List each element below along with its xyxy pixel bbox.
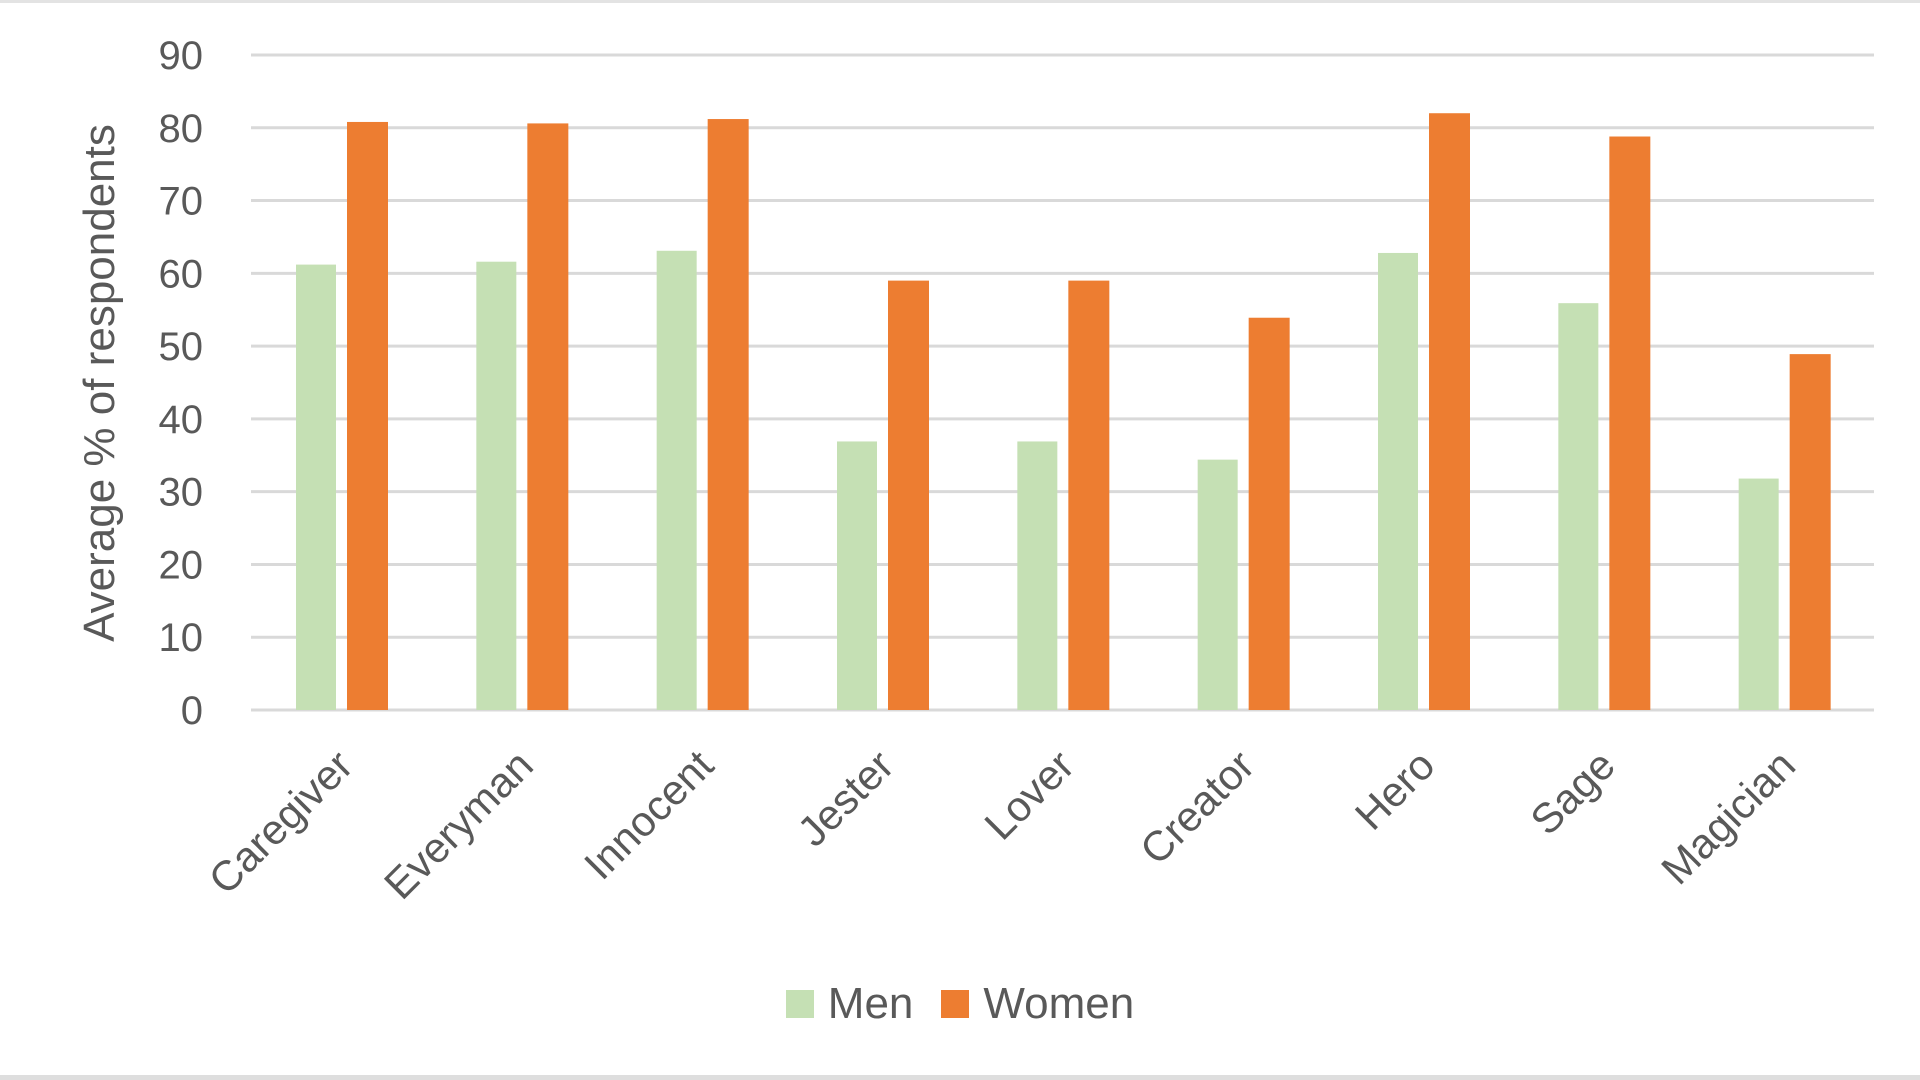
y-axis-ticks: 0 10 20 30 40 50 60 70 80 90 (159, 34, 204, 733)
bar-women-sage (1609, 136, 1651, 710)
bar-women-creator (1248, 317, 1290, 710)
x-tick-label: Creator (1131, 741, 1263, 873)
legend-label-women: Women (983, 979, 1135, 1028)
legend-swatch-women (941, 990, 970, 1018)
bar-women-hero (1429, 113, 1470, 710)
legend-item-women: Women (941, 982, 1134, 1026)
x-tick-label: Innocent (575, 741, 722, 888)
bars (296, 113, 1831, 711)
x-tick-label: Jester (788, 741, 902, 855)
y-axis-title: Average % of respondents (75, 124, 124, 642)
x-tick-label: Lover (975, 741, 1083, 849)
bar-men-sage (1558, 303, 1599, 710)
y-tick-label: 50 (159, 325, 204, 369)
y-tick-label: 60 (159, 252, 204, 296)
x-tick-label: Caregiver (200, 741, 362, 903)
legend: Men Women (0, 982, 1920, 1026)
bar-women-everyman (527, 123, 569, 710)
y-tick-label: 20 (159, 543, 204, 587)
y-tick-label: 40 (159, 398, 204, 442)
legend-item-men: Men (785, 979, 914, 1028)
y-tick-label: 30 (159, 471, 204, 515)
y-tick-label: 70 (159, 180, 204, 224)
bar-men-caregiver (296, 264, 336, 710)
bar-men-everyman (476, 261, 517, 710)
x-tick-label: Hero (1346, 741, 1444, 839)
bar-women-jester (888, 280, 929, 710)
x-tick-label: Everyman (375, 741, 542, 908)
bar-women-innocent (707, 119, 749, 711)
bar-women-magician (1789, 354, 1831, 710)
legend-label-men: Men (827, 979, 914, 1028)
x-axis-labels: Caregiver Everyman Innocent Jester Lover Crea… (200, 741, 1805, 908)
gridlines (251, 53, 1874, 712)
top-border (0, 0, 1920, 3)
bar-men-innocent (656, 250, 697, 710)
y-tick-label: 10 (159, 616, 204, 660)
bar-men-hero (1378, 252, 1418, 710)
y-tick-label: 80 (159, 107, 204, 151)
y-tick-label: 0 (181, 689, 203, 733)
bar-men-jester (837, 441, 877, 710)
bar-men-lover (1017, 441, 1058, 710)
bar-women-caregiver (347, 121, 388, 710)
bar-women-lover (1068, 280, 1110, 710)
y-tick-label: 90 (159, 34, 204, 78)
x-tick-label: Sage (1521, 741, 1624, 844)
x-tick-label: Magician (1652, 741, 1804, 893)
bottom-border (0, 1075, 1920, 1080)
bar-men-magician (1738, 478, 1779, 710)
bar-men-creator (1197, 459, 1238, 710)
legend-swatch-men (785, 990, 814, 1018)
